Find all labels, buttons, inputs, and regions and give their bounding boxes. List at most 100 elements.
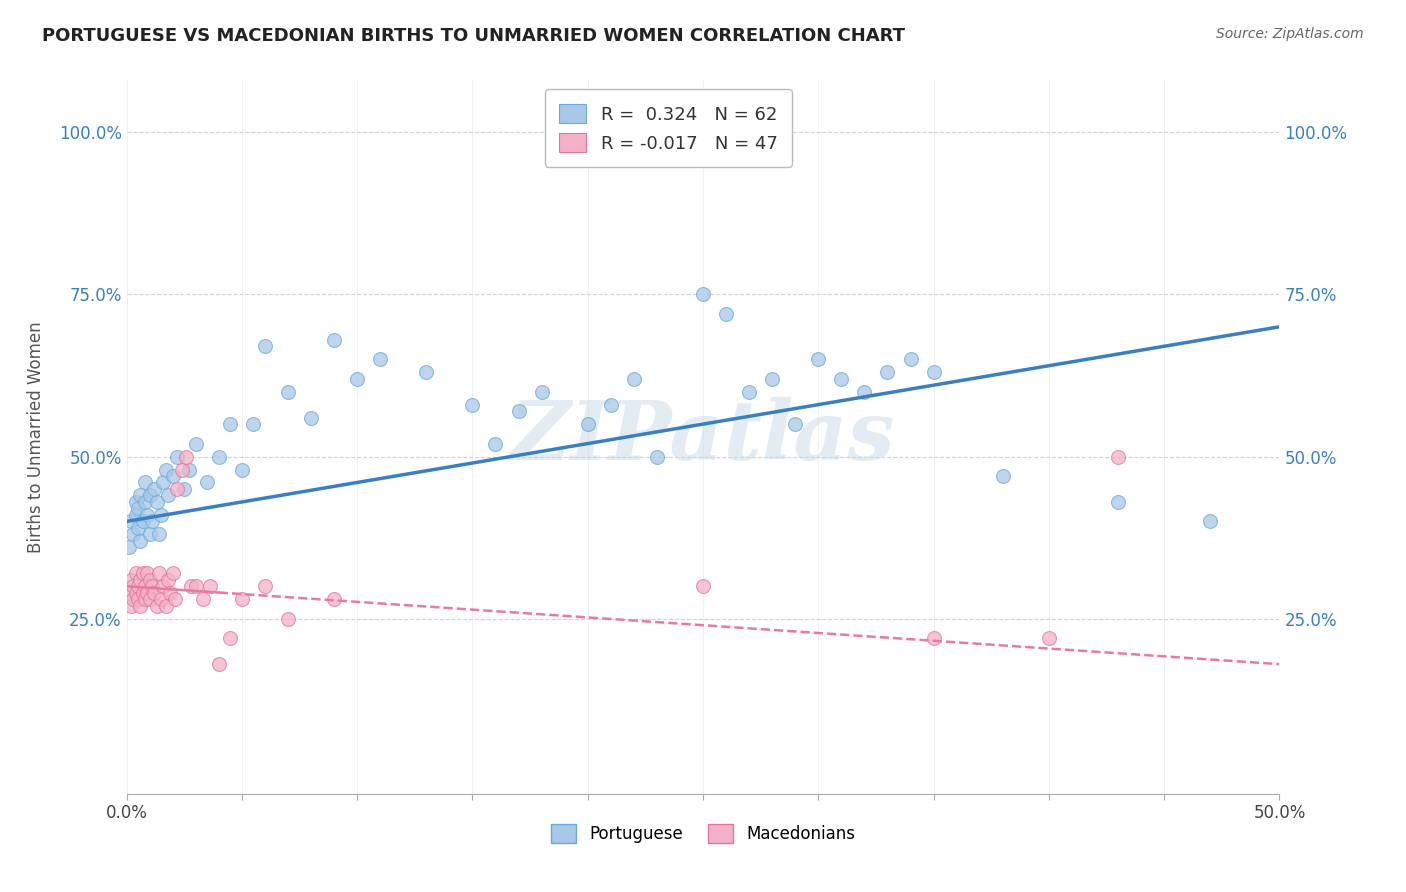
Point (461, 398, 484, 412)
Point (219, 417, 242, 431)
Point (876, 365, 898, 379)
Point (208, 450, 231, 464)
Point (508, 404, 530, 418)
Point (484, 436, 506, 450)
Point (692, 287, 714, 301)
Point (148, 566, 170, 581)
Point (129, 573, 152, 587)
Point (157, 573, 180, 587)
Point (159, 586, 181, 600)
Point (138, 573, 160, 587)
Point (138, 527, 160, 541)
Point (623, 372, 645, 386)
Text: Source: ZipAtlas.com: Source: ZipAtlas.com (1216, 27, 1364, 41)
Point (645, 450, 668, 464)
Point (127, 579, 149, 593)
Point (136, 566, 159, 581)
Point (1199, 515, 1222, 529)
Point (134, 579, 156, 593)
Legend: Portuguese, Macedonians: Portuguese, Macedonians (544, 818, 862, 850)
Text: ZIPatlas: ZIPatlas (510, 397, 896, 477)
Point (122, 527, 145, 541)
Point (120, 599, 142, 613)
Point (118, 541, 141, 555)
Point (138, 592, 160, 607)
Point (166, 450, 188, 464)
Point (162, 469, 184, 483)
Point (219, 631, 242, 645)
Point (830, 372, 852, 386)
Point (127, 521, 149, 535)
Point (184, 436, 207, 450)
Point (576, 417, 599, 431)
Point (143, 586, 166, 600)
Point (530, 384, 553, 399)
Text: PORTUGUESE VS MACEDONIAN BIRTHS TO UNMARRIED WOMEN CORRELATION CHART: PORTUGUESE VS MACEDONIAN BIRTHS TO UNMAR… (42, 27, 905, 45)
Point (198, 579, 221, 593)
Point (120, 515, 142, 529)
Point (231, 592, 253, 607)
Point (125, 508, 148, 522)
Point (134, 475, 156, 490)
Point (277, 612, 299, 626)
Point (166, 482, 188, 496)
Point (125, 586, 148, 600)
Point (150, 508, 173, 522)
Point (162, 566, 184, 581)
Point (118, 586, 141, 600)
Point (599, 398, 621, 412)
Point (253, 579, 276, 593)
Point (131, 515, 153, 529)
Point (368, 352, 391, 367)
Point (922, 631, 945, 645)
Point (242, 417, 264, 431)
Point (120, 573, 142, 587)
Point (145, 599, 167, 613)
Point (208, 657, 231, 672)
Point (136, 586, 159, 600)
Point (141, 515, 163, 529)
Point (155, 599, 177, 613)
Point (299, 410, 322, 425)
Y-axis label: Births to Unmarried Women: Births to Unmarried Women (27, 321, 45, 553)
Point (134, 495, 156, 509)
Point (143, 482, 166, 496)
Point (853, 384, 876, 399)
Point (231, 462, 253, 476)
Point (145, 495, 167, 509)
Point (125, 566, 148, 581)
Point (738, 384, 761, 399)
Point (176, 450, 198, 464)
Point (785, 417, 807, 431)
Point (191, 592, 214, 607)
Point (129, 533, 152, 548)
Point (761, 372, 783, 386)
Point (122, 579, 145, 593)
Point (125, 495, 148, 509)
Point (170, 462, 193, 476)
Point (323, 592, 346, 607)
Point (131, 566, 153, 581)
Point (122, 592, 145, 607)
Point (127, 592, 149, 607)
Point (1107, 450, 1129, 464)
Point (173, 482, 195, 496)
Point (991, 469, 1014, 483)
Point (131, 586, 153, 600)
Point (157, 488, 180, 502)
Point (195, 475, 218, 490)
Point (922, 365, 945, 379)
Point (253, 339, 276, 353)
Point (138, 488, 160, 502)
Point (177, 462, 200, 476)
Point (184, 579, 207, 593)
Point (152, 475, 174, 490)
Point (155, 462, 177, 476)
Point (277, 384, 299, 399)
Point (1038, 631, 1060, 645)
Point (136, 508, 159, 522)
Point (150, 592, 173, 607)
Point (714, 307, 737, 321)
Point (346, 372, 368, 386)
Point (163, 592, 186, 607)
